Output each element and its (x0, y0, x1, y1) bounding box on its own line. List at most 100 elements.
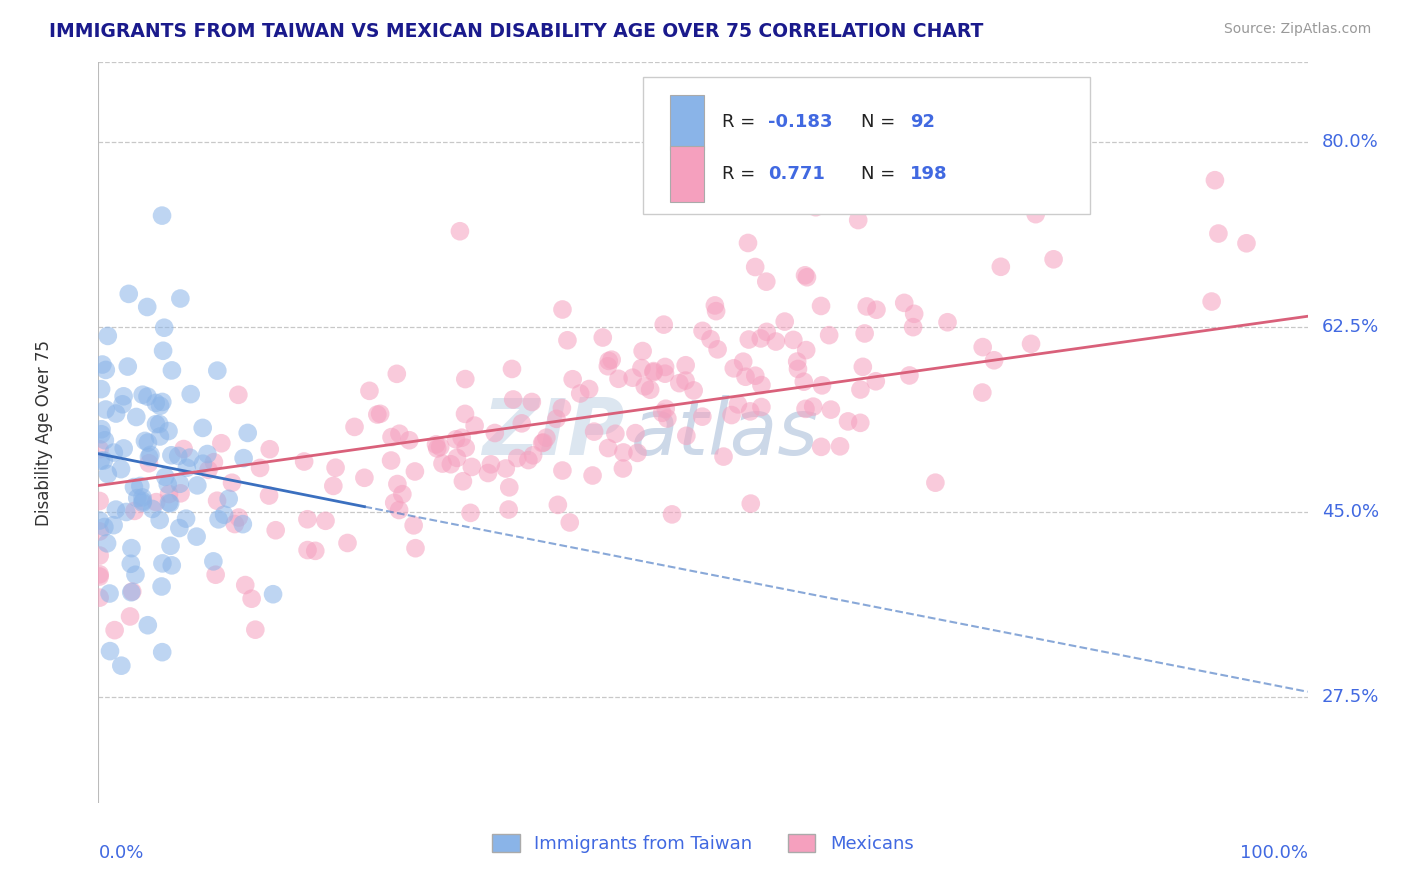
Point (197, 463, 219, 477)
Point (454, 407, 477, 421)
Point (322, 479, 344, 493)
Point (104, 623, 127, 637)
Point (737, 235, 759, 250)
Point (145, 417, 167, 431)
Point (93, 453, 115, 467)
Text: ZIP: ZIP (482, 394, 624, 471)
Point (124, 504, 146, 518)
Point (136, 390, 159, 404)
Point (820, 402, 842, 417)
Point (506, 450, 529, 465)
Point (89, 567, 111, 582)
Point (292, 454, 315, 468)
Point (675, 374, 697, 388)
Point (212, 508, 235, 522)
Point (249, 461, 271, 475)
Point (520, 395, 543, 409)
Point (388, 503, 411, 517)
Point (740, 404, 762, 418)
Point (446, 450, 468, 465)
Point (169, 476, 191, 491)
Point (558, 516, 581, 530)
Point (557, 333, 579, 347)
Point (796, 270, 818, 285)
Text: 198: 198 (910, 165, 948, 183)
Point (498, 502, 520, 516)
Point (112, 389, 135, 403)
Point (139, 448, 162, 462)
Point (120, 557, 142, 571)
Point (846, 213, 869, 227)
Point (638, 383, 661, 397)
Point (605, 426, 627, 441)
Point (157, 424, 180, 438)
Point (531, 436, 554, 450)
Point (150, 580, 173, 594)
Point (257, 489, 280, 503)
Point (297, 512, 319, 526)
Point (1025, 207, 1047, 221)
Point (983, 353, 1005, 368)
Point (169, 486, 191, 500)
Point (94, 434, 117, 448)
Point (218, 491, 240, 506)
Point (89, 514, 111, 528)
Point (865, 374, 887, 388)
Point (169, 521, 191, 535)
Text: -0.183: -0.183 (768, 113, 832, 131)
Point (853, 326, 876, 341)
Point (786, 354, 808, 368)
Point (751, 400, 773, 414)
Point (547, 498, 569, 512)
Point (402, 518, 425, 533)
Point (782, 333, 804, 347)
Point (125, 409, 148, 424)
Point (136, 300, 159, 314)
Point (240, 591, 263, 606)
Point (657, 411, 679, 425)
Point (460, 506, 482, 520)
Text: 92: 92 (910, 113, 935, 131)
Point (498, 480, 520, 494)
Point (865, 302, 887, 317)
Point (343, 420, 366, 434)
Point (440, 457, 463, 471)
Point (132, 494, 155, 508)
Point (852, 359, 875, 374)
Point (682, 384, 704, 398)
Point (990, 260, 1012, 274)
Point (398, 434, 420, 448)
Point (90, 427, 112, 442)
Point (103, 445, 125, 459)
Point (1201, 294, 1223, 309)
Point (405, 541, 427, 556)
Point (546, 412, 568, 426)
Point (654, 401, 676, 416)
Point (138, 450, 160, 464)
Point (578, 382, 600, 396)
Point (794, 268, 817, 283)
Point (738, 333, 761, 347)
Point (893, 296, 915, 310)
Point (157, 495, 180, 509)
Point (111, 397, 134, 411)
Point (91, 358, 114, 372)
Text: 0.771: 0.771 (768, 165, 825, 183)
Point (1019, 336, 1042, 351)
Point (765, 334, 787, 349)
Point (654, 367, 676, 381)
Point (232, 517, 254, 532)
Point (207, 512, 229, 526)
Point (191, 421, 214, 435)
Point (93, 520, 115, 534)
Point (849, 383, 872, 397)
Point (245, 623, 267, 637)
Point (160, 363, 183, 377)
Point (150, 395, 173, 409)
Point (810, 299, 832, 313)
Point (643, 364, 665, 378)
Point (148, 417, 170, 431)
Text: 100.0%: 100.0% (1240, 844, 1308, 862)
Point (444, 432, 467, 446)
Point (972, 385, 994, 400)
